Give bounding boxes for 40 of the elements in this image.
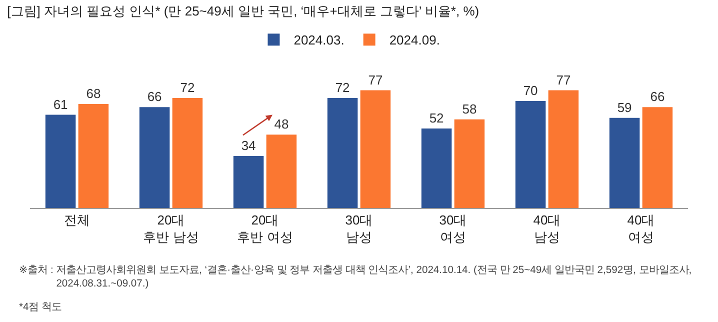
data-label: 66: [650, 89, 665, 104]
data-label: 72: [335, 80, 350, 95]
bar: [548, 90, 579, 208]
x-tick-label: 20대 후반 남성: [143, 212, 199, 244]
data-label: 59: [617, 100, 632, 115]
bar: [327, 98, 358, 208]
data-label: 72: [180, 80, 195, 95]
bar: [78, 104, 109, 208]
bar: [360, 90, 391, 208]
data-label: 48: [274, 116, 289, 132]
x-tick-label: 40대 남성: [533, 212, 561, 244]
bar: [233, 156, 264, 208]
x-tick-label: 20대 후반 여성: [237, 212, 293, 244]
bar: [454, 119, 485, 208]
data-label: 68: [86, 86, 101, 102]
data-label: 70: [523, 83, 538, 98]
legend-label: 2024.09.: [389, 32, 440, 48]
text: ※출처 : 저출산고령사회위원회 보도자료, ‘결혼·출산·양육 및 정부 저출생 대책 인식조사’, 2024.10.14. (전국 만 25~49세 일반국민 2,592명, 모바일조사, 2024.08.31.~09.07.): [19, 265, 692, 290]
data-label: 77: [556, 72, 571, 88]
bar: [515, 101, 546, 208]
data-label: 66: [147, 89, 162, 104]
data-label: 34: [241, 138, 256, 154]
data-label: 77: [368, 72, 383, 88]
text: *4점 척도: [19, 302, 62, 313]
bar: [172, 98, 203, 208]
bar: [45, 114, 76, 208]
data-label: 52: [429, 110, 444, 126]
x-tick-label: 30대 남성: [345, 212, 373, 244]
bar: [139, 107, 170, 208]
legend-label: 2024.03.: [294, 32, 344, 48]
chart-title: [그림] 자녀의 필요성 인식* (만 25~49세 일반 국민, ‘매우+대체로 그렇다’ 비율*, %): [7, 4, 480, 19]
data-label: 58: [462, 101, 477, 116]
bar: [421, 128, 452, 208]
data-label: 61: [53, 96, 68, 112]
x-tick-label: 전체: [64, 212, 90, 228]
bar: [266, 134, 297, 208]
x-tick-label: 40대 여성: [627, 212, 655, 244]
bar: [609, 118, 640, 208]
bar: [642, 107, 673, 208]
x-tick-label: 30대 여성: [439, 212, 467, 244]
